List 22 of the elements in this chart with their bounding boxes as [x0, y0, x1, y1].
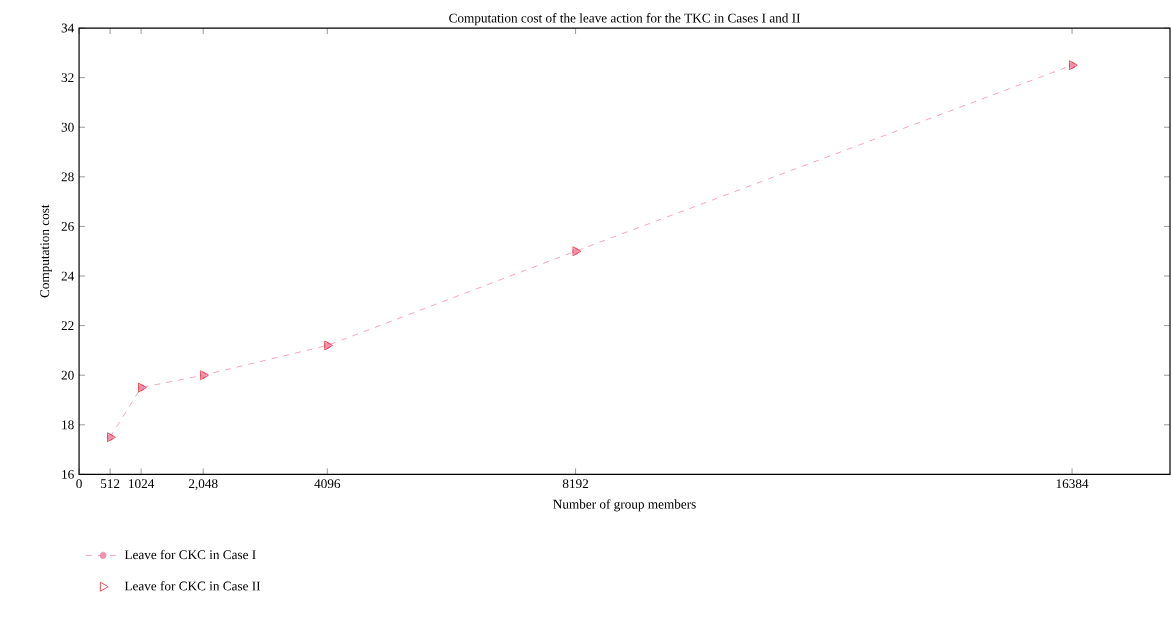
- x-tick-label: 0: [76, 479, 82, 489]
- y-tick-label: 28: [61, 172, 74, 182]
- y-tick-label: 32: [61, 73, 74, 83]
- chart-title: Computation cost of the leave action for the TKC in Cases I and II: [449, 13, 801, 26]
- x-tick-label: 16384: [1056, 479, 1089, 489]
- x-axis-title: Number of group members: [553, 499, 696, 512]
- y-tick-label: 18: [62, 420, 74, 430]
- x-tick-label: 8192: [562, 479, 589, 489]
- y-tick-label: 16: [62, 470, 74, 480]
- y-tick-label: 20: [61, 370, 74, 380]
- y-tick-label: 34: [61, 23, 75, 33]
- x-tick-label: 1024: [129, 479, 155, 489]
- legend-label: Leave for CKC in Case I: [124, 550, 256, 560]
- y-tick-label: 30: [61, 122, 74, 132]
- x-tick-label: 4096: [314, 479, 341, 489]
- x-tick-label: 512: [100, 479, 120, 489]
- legend-label: Leave for CKC in Case II: [124, 581, 261, 591]
- y-tick-label: 22: [61, 321, 74, 331]
- x-tick-label: 2,048: [188, 479, 218, 491]
- y-tick-label: 26: [61, 222, 74, 232]
- y-axis-title: Computation cost: [40, 204, 52, 298]
- y-tick-label: 24: [61, 271, 75, 281]
